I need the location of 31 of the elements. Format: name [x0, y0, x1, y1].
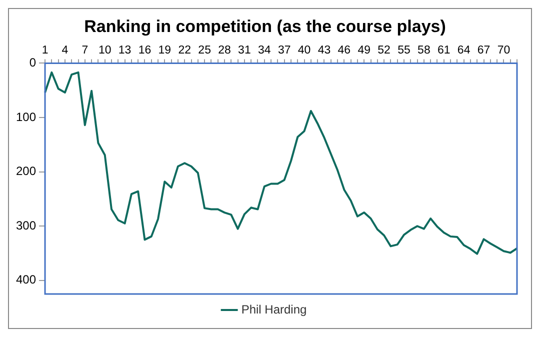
x-tick-label: 31 [238, 44, 251, 56]
x-tick-label: 7 [82, 44, 88, 56]
x-tick-label: 49 [358, 44, 371, 56]
x-tick-label: 13 [118, 44, 132, 56]
x-tick-label: 22 [178, 44, 192, 56]
y-tick-label: 0 [29, 56, 36, 70]
x-tick-label: 37 [278, 44, 291, 56]
x-tick-label: 61 [437, 44, 450, 56]
x-tick-label: 46 [338, 44, 351, 56]
x-tick-label: 58 [418, 44, 430, 56]
x-tick-label: 4 [62, 44, 69, 56]
x-tick-label: 64 [457, 44, 471, 56]
chart-title: Ranking in competition (as the course plays) [84, 16, 446, 36]
x-tick-label: 40 [298, 44, 311, 56]
x-tick-label: 25 [198, 44, 211, 56]
x-tick-label: 10 [98, 44, 112, 56]
y-tick-label: 200 [16, 164, 36, 178]
x-tick-label: 1 [42, 44, 48, 56]
y-tick-label: 400 [16, 272, 36, 287]
y-tick-label: 100 [16, 110, 36, 124]
x-tick-label: 52 [378, 44, 390, 56]
legend-label: Phil Harding [241, 302, 307, 316]
x-tick-label: 55 [398, 44, 410, 56]
x-tick-label: 67 [477, 44, 490, 56]
x-tick-label: 34 [258, 44, 272, 56]
x-tick-label: 43 [318, 44, 331, 56]
x-tick-label: 28 [218, 44, 231, 56]
x-tick-label: 19 [158, 44, 172, 56]
y-tick-label: 300 [16, 218, 36, 232]
x-tick-label: 16 [138, 44, 152, 56]
x-tick-label: 70 [497, 44, 510, 56]
